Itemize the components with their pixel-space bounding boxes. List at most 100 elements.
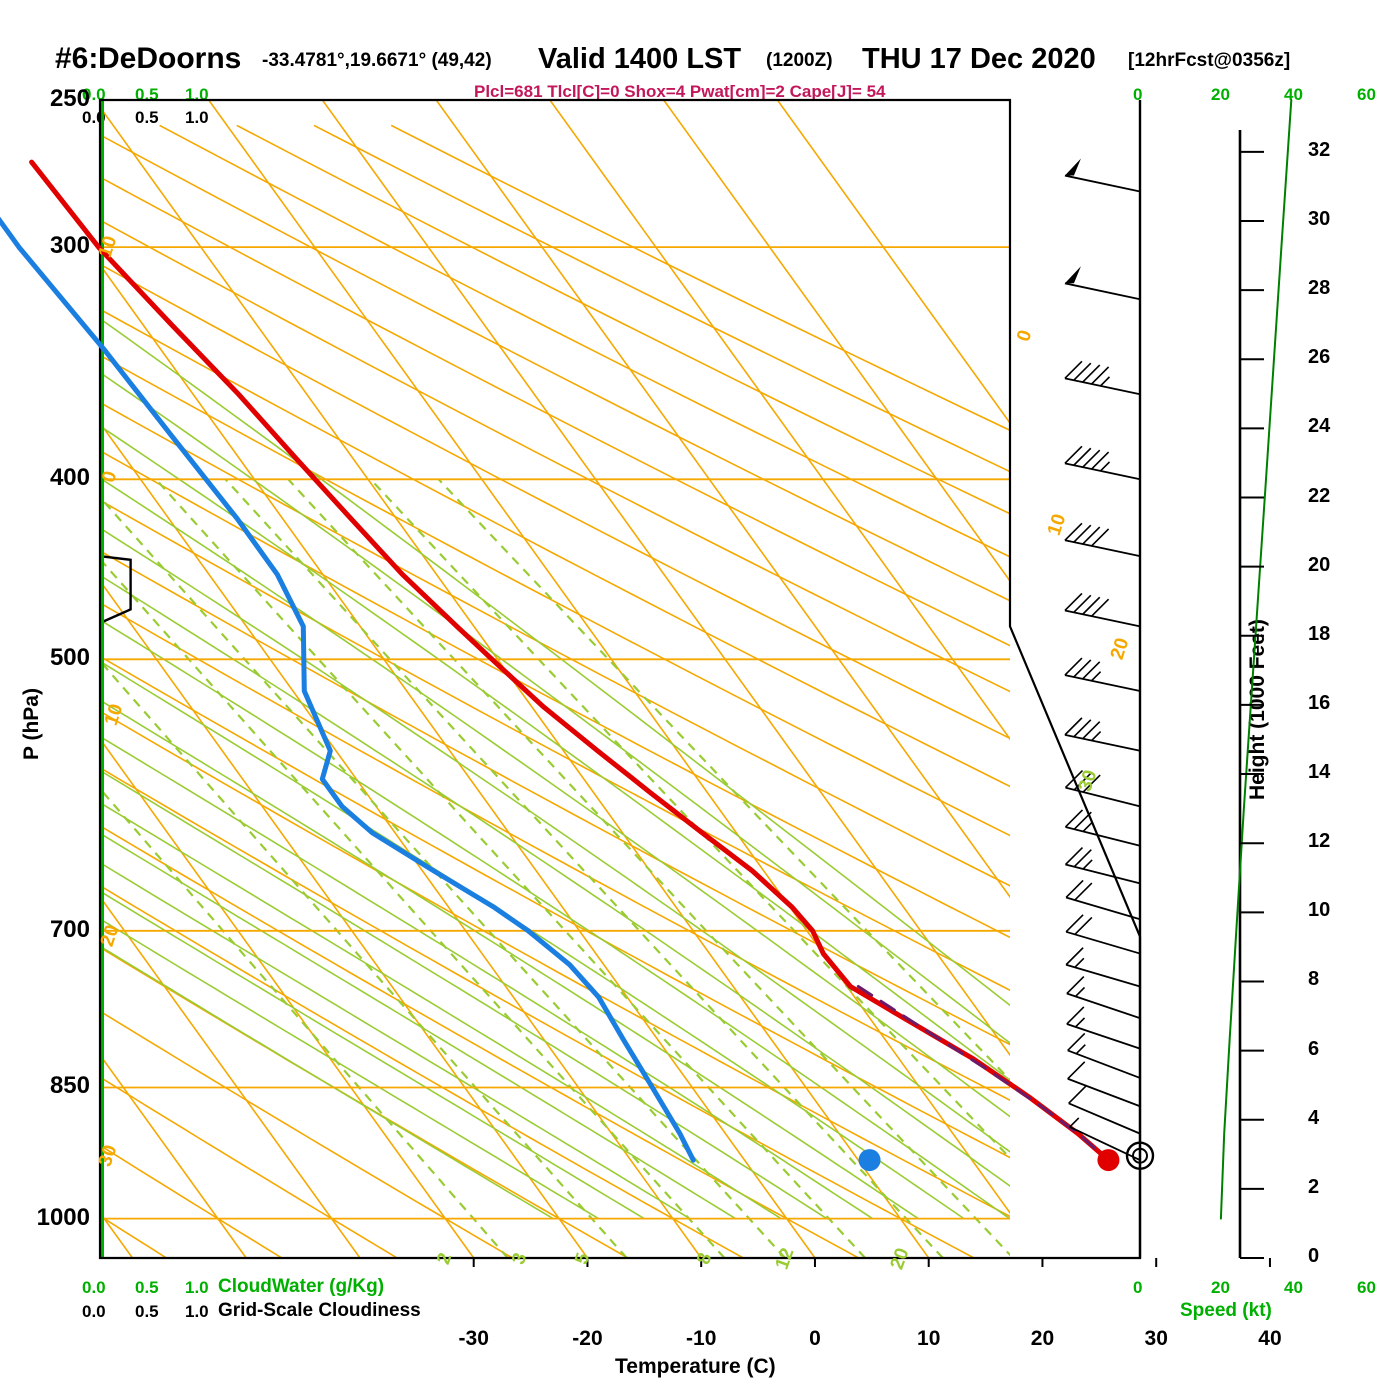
saturated-adiabat-12 — [100, 699, 919, 1220]
cloudiness-top-tick-1: 0.5 — [135, 108, 159, 127]
isotherm-0 — [100, 263, 816, 1258]
dry-adiabat--30 — [100, 1010, 514, 1258]
pressure-tick-300: 300 — [49, 232, 90, 260]
height-tick-20: 20 — [1308, 553, 1331, 576]
speed-bottom-tick-1: 20 — [1211, 1278, 1230, 1297]
dry-adiabat-180 — [390, 124, 1010, 432]
cloudiness-bottom-tick-1: 0.5 — [135, 1302, 159, 1321]
station-coords: -33.4781°,19.6671° (49,42) — [262, 50, 492, 71]
temperature-tick-0: 0 — [809, 1327, 821, 1350]
saturated-adiabat--12 — [100, 890, 645, 1220]
temperature-tick--10: -10 — [686, 1327, 717, 1350]
saturated-adiabat-8 — [100, 735, 873, 1220]
speed-axis-label: Speed (kt) — [1180, 1300, 1272, 1321]
isotherm-30 — [321, 100, 1010, 1057]
height-tick-0: 0 — [1308, 1245, 1320, 1267]
cloudwater-axis-label: CloudWater (g/Kg) — [218, 1276, 385, 1297]
surface-dewpoint-dot — [858, 1149, 881, 1172]
sounding-parcel — [856, 985, 1110, 1162]
temperature-tick--30: -30 — [458, 1327, 489, 1350]
dry-adiabat-130 — [100, 176, 1010, 647]
mixing-ratio-30 — [437, 478, 1010, 1082]
temperature-tick--20: -20 — [572, 1327, 603, 1350]
dry-adiabat-90 — [100, 354, 1010, 837]
height-tick-24: 24 — [1308, 415, 1331, 438]
isotherm-50 — [549, 100, 1010, 741]
wind-barb — [1064, 717, 1141, 752]
speed-bottom-tick-2: 40 — [1284, 1278, 1303, 1297]
wind-barb — [1064, 445, 1141, 481]
isotherm--10 — [100, 421, 702, 1258]
forecast-tag: [12hrFcst@0356z] — [1128, 50, 1291, 71]
wind-barb — [1066, 975, 1141, 1019]
wind-barb — [1064, 522, 1141, 558]
isotherm--70 — [0, 100, 19, 1258]
dry-adiabat--10 — [100, 884, 744, 1258]
saturated-adiabat-24 — [100, 574, 1010, 1187]
pressure-tick-250: 250 — [49, 85, 90, 112]
saturated-adiabat-36 — [100, 425, 1010, 1082]
wind-barb — [1065, 914, 1141, 955]
height-tick-14: 14 — [1308, 761, 1331, 784]
speed-top-tick-0: 0 — [1133, 85, 1143, 104]
valid-time: Valid 1400 LST — [538, 43, 742, 75]
dry-adiabat-0 — [100, 824, 859, 1258]
dry-adiabat-80 — [100, 401, 1010, 887]
dry-adiabat-160 — [236, 124, 1010, 515]
height-tick-12: 12 — [1308, 830, 1331, 853]
mixing-ratio-2 — [100, 557, 726, 1258]
wind-barb — [1068, 1085, 1141, 1135]
cloudiness-axis-label: Grid-Scale Cloudiness — [218, 1300, 421, 1321]
pressure-tick-700: 700 — [49, 915, 90, 943]
height-tick-2: 2 — [1308, 1175, 1320, 1198]
dry-adiabat-40 — [100, 602, 1010, 1102]
station-id: #6: — [55, 42, 99, 75]
height-tick-30: 30 — [1308, 207, 1331, 230]
wind-barb — [1065, 879, 1141, 921]
isotherm--40 — [100, 895, 361, 1258]
wind-barb — [1067, 1061, 1141, 1108]
wind-barb — [1064, 158, 1141, 193]
dry-adiabat-110 — [100, 263, 1010, 740]
pressure-tick-1000: 1000 — [36, 1203, 90, 1231]
isotherm--20 — [100, 579, 589, 1258]
valid-date: THU 17 Dec 2020 — [862, 43, 1096, 75]
saturated-adiabat--8 — [100, 861, 691, 1220]
dry-adiabat-140 — [100, 133, 1010, 602]
cloudwater-bottom-tick-2: 1.0 — [185, 1278, 209, 1297]
dry-adiabat--40 — [100, 1076, 398, 1258]
isotherm-70 — [776, 100, 1010, 425]
temperature-tick-40: 40 — [1258, 1327, 1282, 1350]
mixing-ratio-0.4 — [100, 787, 509, 1258]
surface-wind-marker-inner — [1132, 1147, 1148, 1164]
isotherm-40 — [435, 100, 1010, 899]
cloudiness-bottom-tick-0: 0.0 — [82, 1302, 106, 1321]
pressure-tick-400: 400 — [49, 464, 90, 492]
wind-barb — [1066, 1006, 1141, 1050]
height-tick-32: 32 — [1308, 138, 1331, 161]
height-tick-18: 18 — [1308, 622, 1331, 645]
dry-adiabat-70 — [100, 449, 1010, 939]
height-tick-22: 22 — [1308, 484, 1331, 507]
pressure-tick-850: 850 — [49, 1072, 90, 1100]
speed-top-tick-1: 20 — [1211, 85, 1230, 104]
saturated-adiabat-32 — [100, 477, 1010, 1118]
pressure-tick-500: 500 — [49, 644, 90, 672]
cloudwater-bottom-tick-0: 0.0 — [82, 1278, 106, 1297]
isotherm-20 — [208, 100, 1010, 1215]
wind-barb — [1067, 1032, 1141, 1079]
wind-barb — [1064, 592, 1141, 628]
saturated-adiabat-16 — [100, 660, 965, 1220]
isotherm--50 — [100, 1053, 247, 1258]
valid-time-utc: (1200Z) — [766, 50, 833, 71]
wind-barb — [1064, 846, 1141, 885]
dry-adiabat--50 — [100, 1144, 283, 1258]
skewt-gridlines — [0, 100, 1010, 1258]
cloudwater-bottom-tick-1: 0.5 — [135, 1278, 159, 1297]
wind-barb — [1069, 1117, 1141, 1161]
dry-adiabat-60 — [100, 499, 1010, 992]
dry-adiabat-50 — [100, 550, 1010, 1046]
mixing-ratio-5 — [155, 478, 867, 1258]
